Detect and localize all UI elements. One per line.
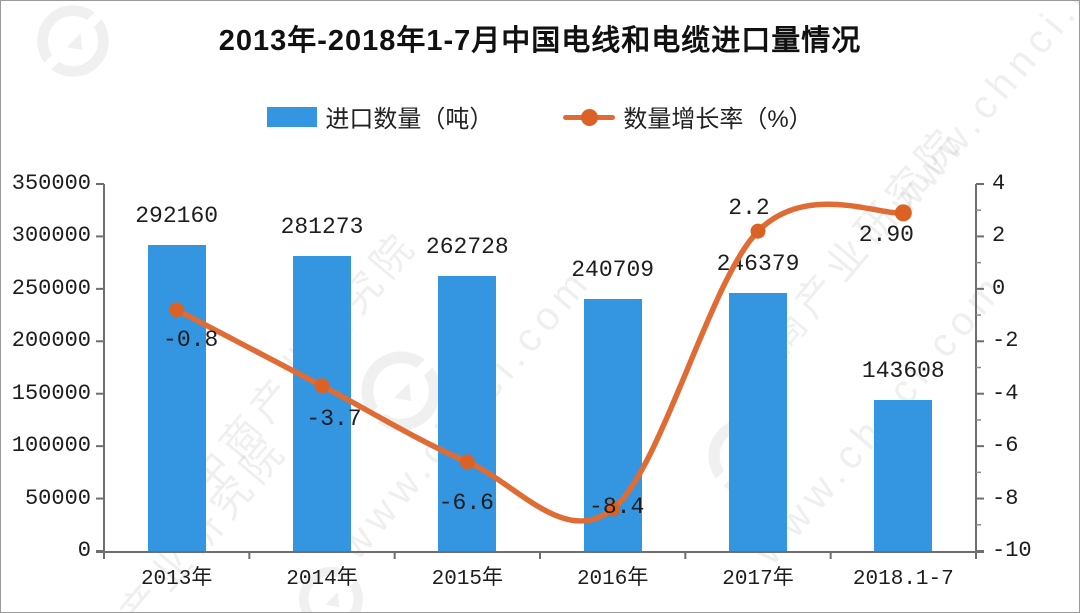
x-axis-category-label: 2013年 [140, 568, 213, 591]
left-axis-tick-label: 250000 [11, 275, 91, 301]
chart-title: 2013年-2018年1-7月中国电线和电缆进口量情况 [218, 25, 862, 57]
bar-series-swatch-icon [267, 106, 318, 127]
legend-label-growth-rate: 数量增长率（%） [623, 106, 813, 133]
left-axis-tick-label: 150000 [11, 380, 91, 406]
bar-2018.1-7 [874, 400, 933, 551]
x-axis-category-label: 2015年 [431, 568, 504, 591]
line-point-marker [894, 204, 912, 222]
line-point-marker [750, 223, 766, 239]
left-axis-tick-label: 350000 [11, 171, 91, 196]
line-value-label: 2.2 [728, 195, 770, 222]
line-series-swatch-icon [563, 107, 616, 127]
right-axis-tick-label: -2 [992, 328, 1019, 354]
legend-item-import-quantity: 进口数量（吨） [267, 99, 493, 134]
line-value-label: -6.6 [438, 489, 494, 516]
left-axis-tick-label: 50000 [24, 485, 91, 511]
line-value-label: 2.90 [858, 221, 914, 248]
right-axis-tick-label: -6 [992, 433, 1019, 459]
legend-item-growth-rate: 数量增长率（%） [563, 99, 813, 134]
bar-2013年 [147, 244, 206, 551]
line-value-label: -0.8 [163, 326, 219, 353]
right-axis-tick-label: -4 [992, 380, 1019, 406]
line-value-label: -8.4 [589, 494, 645, 521]
x-axis-category-label: 2016年 [576, 568, 649, 591]
right-axis-tick-label: 2 [992, 223, 1006, 249]
left-axis-tick-label: 300000 [11, 223, 91, 249]
right-axis-tick-label: 0 [992, 275, 1006, 301]
line-value-label: -3.7 [306, 405, 362, 432]
right-axis-tick-label: -10 [992, 538, 1032, 563]
right-axis-tick-label: 4 [992, 171, 1006, 196]
bar-2014年 [293, 256, 351, 551]
legend-label-import-quantity: 进口数量（吨） [325, 106, 494, 133]
left-axis-tick-label: 200000 [11, 328, 91, 354]
bar-2017年 [729, 292, 787, 551]
right-axis-tick-label: -8 [992, 485, 1019, 511]
bar-value-label: 262728 [425, 233, 509, 260]
x-axis-category-label: 2014年 [286, 568, 358, 591]
x-axis-category-label: 2018.1-7 [852, 568, 954, 591]
legend: 进口数量（吨） 数量增长率（%） [1, 99, 1079, 134]
left-axis-tick-label: 100000 [11, 433, 91, 459]
bar-value-label: 143608 [861, 358, 945, 385]
x-axis-category-label: 2017年 [722, 568, 794, 591]
bar-value-label: 246379 [716, 250, 800, 277]
left-axis-tick-label: 0 [77, 538, 91, 563]
